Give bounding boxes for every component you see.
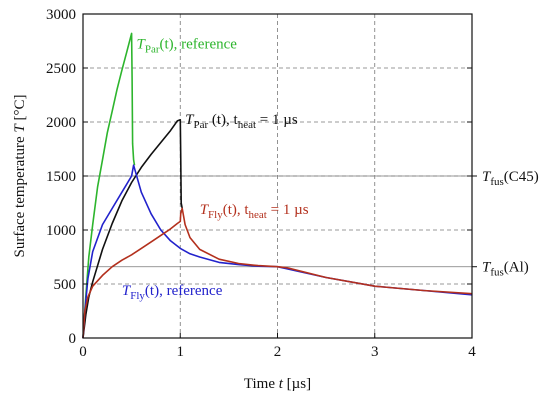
ref-label-symbol: T bbox=[482, 260, 492, 276]
x-tick-label: 2 bbox=[274, 344, 282, 360]
y-tick-label: 0 bbox=[69, 331, 77, 347]
series-line-tpar_heat bbox=[82, 119, 183, 339]
ref-label-fus_al: Tfus(Al) bbox=[482, 260, 529, 279]
annotation-symbol: T bbox=[200, 202, 210, 218]
y-axis-label: Surface temperature T [°C] bbox=[12, 94, 28, 257]
annotation-subscript: Fly bbox=[208, 209, 223, 221]
annotation-tpar_heat: TPar (t), theat = 1 µs bbox=[185, 112, 298, 131]
annotation-text: (t), t bbox=[208, 112, 238, 128]
annotation-subscript: Par bbox=[145, 44, 160, 56]
y-tick-label: 1500 bbox=[46, 169, 76, 185]
annotation-tfly_heat: TFly(t), theat = 1 µs bbox=[200, 202, 309, 221]
y-tick-label: 2000 bbox=[46, 115, 76, 131]
x-tick-label: 3 bbox=[371, 344, 379, 360]
x-axis-label-var: t bbox=[279, 376, 284, 392]
annotation-text-2: = 1 µs bbox=[256, 112, 298, 128]
x-tick-label: 0 bbox=[79, 344, 87, 360]
annotation-text-2: = 1 µs bbox=[267, 202, 309, 218]
annotation-subscript-2: heat bbox=[238, 119, 256, 131]
y-tick-label: 3000 bbox=[46, 7, 76, 23]
y-tick-label: 1000 bbox=[46, 223, 76, 239]
series-line-tfly_heat bbox=[82, 207, 473, 339]
annotation-subscript: Par bbox=[193, 119, 208, 131]
series-lines bbox=[82, 32, 473, 339]
annotation-symbol: T bbox=[122, 283, 132, 299]
ref-label-material: (Al) bbox=[504, 260, 529, 276]
x-tick-label: 1 bbox=[177, 344, 185, 360]
ref-label-fus_c45: Tfus(C45) bbox=[482, 169, 539, 188]
annotation-tfly_ref: TFly(t), reference bbox=[122, 283, 223, 302]
y-tick-label: 2500 bbox=[46, 61, 76, 77]
annotation-tpar_ref: TPar(t), reference bbox=[136, 37, 237, 56]
x-tick-label: 4 bbox=[468, 344, 476, 360]
ref-label-material: (C45) bbox=[504, 169, 539, 185]
x-axis-label-suffix: [µs] bbox=[283, 376, 311, 392]
y-axis-label-prefix: Surface temperature bbox=[12, 133, 28, 258]
y-axis-label-suffix: [°C] bbox=[12, 94, 28, 124]
ref-label-subscript: fus bbox=[490, 176, 503, 188]
series-line-tfly_ref bbox=[82, 164, 473, 339]
annotation-text: (t), reference bbox=[145, 283, 223, 299]
x-axis-label-prefix: Time bbox=[244, 376, 279, 392]
annotation-subscript-2: heat bbox=[249, 209, 267, 221]
ref-label-symbol: T bbox=[482, 169, 492, 185]
y-axis-label-var: T bbox=[12, 123, 28, 133]
annotation-subscript: Fly bbox=[130, 290, 145, 302]
series-line-tpar_ref bbox=[82, 32, 136, 339]
annotation-labels: Tfus(C45)Tfus(Al)TPar(t), referenceTPar … bbox=[122, 37, 539, 302]
annotation-symbol: T bbox=[185, 112, 195, 128]
x-axis-label: Time t [µs] bbox=[244, 376, 311, 392]
reference-lines bbox=[83, 175, 477, 268]
y-tick-label: 500 bbox=[54, 277, 77, 293]
ref-label-subscript: fus bbox=[490, 267, 503, 279]
annotation-text: (t), reference bbox=[160, 37, 238, 53]
axis-ticks: 0 1 2 3 4 0 500 1000 1500 2000 2500 3000 bbox=[46, 7, 476, 360]
annotation-text: (t), t bbox=[223, 202, 250, 218]
annotation-symbol: T bbox=[136, 37, 146, 53]
